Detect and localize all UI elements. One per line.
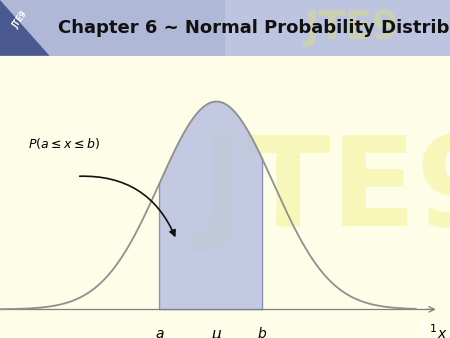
Text: 1: 1 bbox=[418, 320, 427, 333]
Text: $P(a \leq x \leq b)$: $P(a \leq x \leq b)$ bbox=[28, 136, 100, 150]
Bar bbox=[225, 0, 450, 56]
Polygon shape bbox=[0, 0, 50, 56]
Text: 1: 1 bbox=[429, 324, 436, 334]
Text: μ: μ bbox=[212, 327, 221, 338]
Text: a: a bbox=[155, 327, 164, 338]
Text: x: x bbox=[437, 327, 446, 338]
Text: Chapter 6 ~ Normal Probability Distributions: Chapter 6 ~ Normal Probability Distribut… bbox=[58, 19, 450, 37]
Text: JTE9: JTE9 bbox=[11, 9, 29, 30]
Text: b: b bbox=[258, 327, 266, 338]
Text: JTE9: JTE9 bbox=[199, 131, 450, 252]
Text: JTE9: JTE9 bbox=[304, 9, 398, 47]
